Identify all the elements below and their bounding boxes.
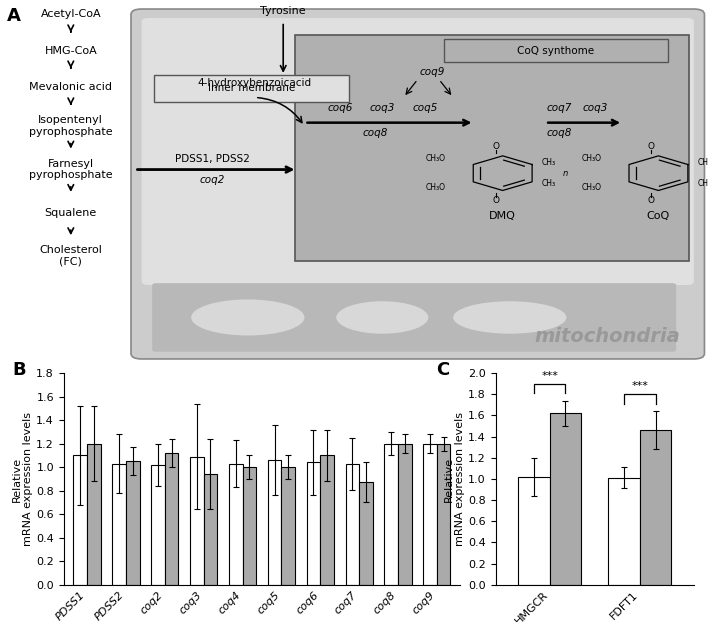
Text: coq5: coq5 [412, 103, 438, 113]
Bar [74, 455, 87, 585]
Text: coq3: coq3 [370, 103, 395, 113]
Text: CH₃: CH₃ [542, 180, 556, 188]
Text: coq6: coq6 [327, 103, 353, 113]
Text: coq7: coq7 [547, 103, 572, 113]
Text: Inner membrane: Inner membrane [207, 83, 295, 93]
Text: Squalene: Squalene [45, 208, 97, 218]
Text: ***: *** [632, 381, 649, 391]
Text: mitochondria: mitochondria [534, 327, 680, 346]
Bar [608, 478, 640, 585]
Text: Mevalonic acid: Mevalonic acid [29, 81, 113, 91]
Text: coq8: coq8 [547, 129, 572, 139]
Text: CH₃O: CH₃O [426, 183, 446, 192]
Bar [268, 460, 281, 585]
Bar [281, 467, 295, 585]
Text: 4-hydroxybenzoicacid: 4-hydroxybenzoicacid [198, 78, 312, 88]
Text: Farnesyl
pyrophosphate: Farnesyl pyrophosphate [29, 159, 113, 180]
Text: coq2: coq2 [200, 175, 225, 185]
Bar [384, 443, 398, 585]
Text: O: O [648, 196, 655, 205]
Text: O: O [492, 196, 499, 205]
Bar [398, 443, 411, 585]
Text: CH₃: CH₃ [697, 158, 708, 167]
FancyBboxPatch shape [152, 283, 676, 352]
Text: CH₃O: CH₃O [426, 154, 446, 163]
Text: Tyrosine: Tyrosine [261, 6, 306, 16]
Ellipse shape [191, 299, 304, 335]
Text: CoQ: CoQ [647, 211, 670, 221]
Text: Isopentenyl
pyrophosphate: Isopentenyl pyrophosphate [29, 116, 113, 137]
Text: Cholesterol
(FC): Cholesterol (FC) [40, 245, 102, 267]
Bar [549, 414, 581, 585]
Bar [243, 467, 256, 585]
FancyBboxPatch shape [444, 39, 668, 62]
Text: PDSS1, PDSS2: PDSS1, PDSS2 [175, 154, 250, 164]
Bar [518, 477, 549, 585]
Text: A: A [7, 7, 21, 26]
Bar [437, 443, 450, 585]
Bar [204, 474, 217, 585]
Bar [229, 463, 243, 585]
Text: ***: *** [541, 371, 558, 381]
Bar [359, 483, 372, 585]
Bar [152, 465, 165, 585]
Text: coq9: coq9 [419, 67, 445, 77]
Bar [126, 462, 139, 585]
Text: n: n [563, 169, 568, 178]
Text: O: O [648, 142, 655, 151]
Text: coq3: coq3 [582, 103, 607, 113]
Ellipse shape [336, 301, 428, 333]
Bar [307, 463, 320, 585]
FancyBboxPatch shape [154, 75, 349, 102]
FancyBboxPatch shape [142, 18, 694, 285]
Text: CoQ synthome: CoQ synthome [518, 45, 594, 55]
Text: CH₃: CH₃ [697, 180, 708, 188]
Text: CH₃O: CH₃O [582, 154, 602, 163]
Text: O: O [492, 142, 499, 151]
Bar [190, 457, 204, 585]
Text: HMG-CoA: HMG-CoA [45, 45, 97, 55]
Bar [165, 453, 178, 585]
Bar [346, 463, 359, 585]
Bar [423, 443, 437, 585]
Text: coq8: coq8 [362, 129, 388, 139]
Bar [320, 455, 334, 585]
Bar [640, 430, 671, 585]
Bar [87, 443, 101, 585]
FancyBboxPatch shape [131, 9, 704, 359]
Text: Acetyl-CoA: Acetyl-CoA [40, 9, 101, 19]
Text: CH₃O: CH₃O [582, 183, 602, 192]
FancyBboxPatch shape [295, 35, 689, 261]
Text: DMQ: DMQ [489, 211, 516, 221]
Bar [113, 463, 126, 585]
Text: CH₃: CH₃ [542, 158, 556, 167]
Ellipse shape [453, 301, 566, 333]
Text: C: C [436, 361, 450, 379]
Y-axis label: Relative
mRNA expression levels: Relative mRNA expression levels [12, 412, 33, 546]
Text: B: B [12, 361, 25, 379]
Y-axis label: Relative
mRNA expression levels: Relative mRNA expression levels [444, 412, 465, 546]
